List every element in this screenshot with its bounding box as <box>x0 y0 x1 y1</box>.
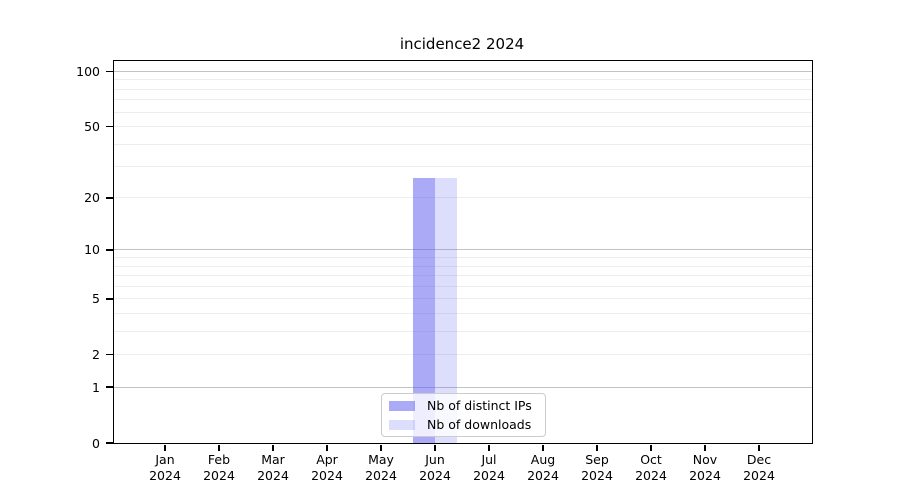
legend-swatch-distinct-ips-icon <box>389 400 415 411</box>
x-axis-tick <box>542 445 544 451</box>
gridline-major <box>114 386 812 388</box>
y-axis-tick-label: 5 <box>92 291 100 307</box>
year-label: 2024 <box>527 467 559 483</box>
x-axis-tick <box>434 445 436 451</box>
y-axis-tick-label: 100 <box>76 63 100 79</box>
month-label: May <box>368 452 394 467</box>
y-axis-tick-label: 20 <box>84 190 100 206</box>
y-axis-tick <box>106 197 113 199</box>
gridline-minor <box>114 257 812 259</box>
legend-swatch-downloads-icon <box>389 419 415 430</box>
month-label: Oct <box>640 452 662 467</box>
x-axis-tick-label: Oct 2024 <box>615 452 687 483</box>
x-axis-tick <box>326 445 328 451</box>
gridline-minor <box>114 143 812 145</box>
y-axis-tick-label: 50 <box>84 118 100 134</box>
y-axis-tick <box>106 353 113 356</box>
year-label: 2024 <box>365 467 397 483</box>
gridline-minor <box>114 79 812 81</box>
gridline-minor <box>114 125 812 127</box>
gridline-minor <box>114 298 812 300</box>
gridline-major <box>114 70 812 72</box>
gridline-minor <box>114 99 812 101</box>
x-axis-tick <box>596 445 598 451</box>
y-axis-tick-label: 2 <box>92 347 100 363</box>
legend-label-distinct-ips: Nb of distinct IPs <box>427 398 532 413</box>
plot-area: Nb of distinct IPs Nb of downloads 0 1 2 5 1… <box>76 60 813 483</box>
x-axis-tick-label: Aug 2024 <box>507 452 579 483</box>
legend-label-downloads: Nb of downloads <box>427 417 532 432</box>
gridline-minor <box>114 275 812 277</box>
gridline-minor <box>114 312 812 314</box>
month-label: Jul <box>481 452 497 467</box>
month-label: Sep <box>585 452 609 467</box>
x-axis-tick <box>272 445 274 451</box>
year-label: 2024 <box>203 467 235 483</box>
x-axis-tick-label: Jan 2024 <box>129 452 201 483</box>
gridline-minor <box>114 111 812 113</box>
gridline-major <box>114 249 812 251</box>
month-label: Mar <box>261 452 285 467</box>
year-label: 2024 <box>311 467 343 483</box>
month-label: Jun <box>425 452 445 467</box>
gridline-minor <box>114 166 812 168</box>
year-label: 2024 <box>149 467 181 483</box>
y-axis-tick <box>106 386 113 388</box>
x-axis-tick-label: Dec 2024 <box>723 452 795 483</box>
year-label: 2024 <box>581 467 613 483</box>
y-axis-tick <box>106 70 113 73</box>
x-axis-tick-label: May 2024 <box>345 452 417 483</box>
legend-item-distinct-ips: Nb of distinct IPs <box>389 398 545 414</box>
year-label: 2024 <box>635 467 667 483</box>
year-label: 2024 <box>419 467 451 483</box>
y-axis-tick <box>106 442 113 444</box>
bar-distinct-ips <box>413 177 435 443</box>
legend: Nb of distinct IPs Nb of downloads <box>381 393 546 437</box>
x-axis-tick <box>164 445 166 451</box>
x-axis-tick-label: Mar 2024 <box>237 452 309 483</box>
x-axis-tick <box>488 445 490 451</box>
legend-item-downloads: Nb of downloads <box>389 417 545 433</box>
x-axis-tick <box>218 445 220 451</box>
month-label: Dec <box>746 452 772 467</box>
month-label: Nov <box>692 452 718 467</box>
year-label: 2024 <box>257 467 289 483</box>
x-axis-tick <box>704 445 706 451</box>
gridline-minor <box>114 354 812 356</box>
month-label: Aug <box>530 452 556 467</box>
x-axis-tick-label: Feb 2024 <box>183 452 255 483</box>
year-label: 2024 <box>689 467 721 483</box>
y-axis-tick-label: 0 <box>92 435 100 451</box>
bar-downloads <box>435 177 457 443</box>
gridline-minor <box>114 285 812 287</box>
y-axis-tick-label: 1 <box>92 379 100 395</box>
x-axis-tick <box>650 445 652 451</box>
month-label: Feb <box>207 452 231 467</box>
gridline-minor <box>114 197 812 199</box>
x-axis-tick <box>380 445 382 451</box>
x-axis-tick-label: Jun 2024 <box>399 452 471 483</box>
y-axis-tick <box>106 249 113 251</box>
x-axis-tick-label: Apr 2024 <box>291 452 363 483</box>
gridline-minor <box>114 88 812 90</box>
y-axis-tick-label: 10 <box>84 242 100 258</box>
x-axis-tick-label: Nov 2024 <box>669 452 741 483</box>
x-axis-tick-label: Jul 2024 <box>453 452 525 483</box>
month-label: Jan <box>155 452 175 467</box>
gridline-minor <box>114 330 812 332</box>
x-axis-tick-label: Sep 2024 <box>561 452 633 483</box>
month-label: Apr <box>316 452 338 467</box>
gridline-minor <box>114 265 812 267</box>
year-label: 2024 <box>473 467 505 483</box>
chart-title: incidence2 2024 <box>399 35 525 53</box>
year-label: 2024 <box>743 467 775 483</box>
x-axis-tick <box>758 445 760 451</box>
y-axis-tick <box>106 125 113 128</box>
y-axis-tick <box>106 298 113 300</box>
